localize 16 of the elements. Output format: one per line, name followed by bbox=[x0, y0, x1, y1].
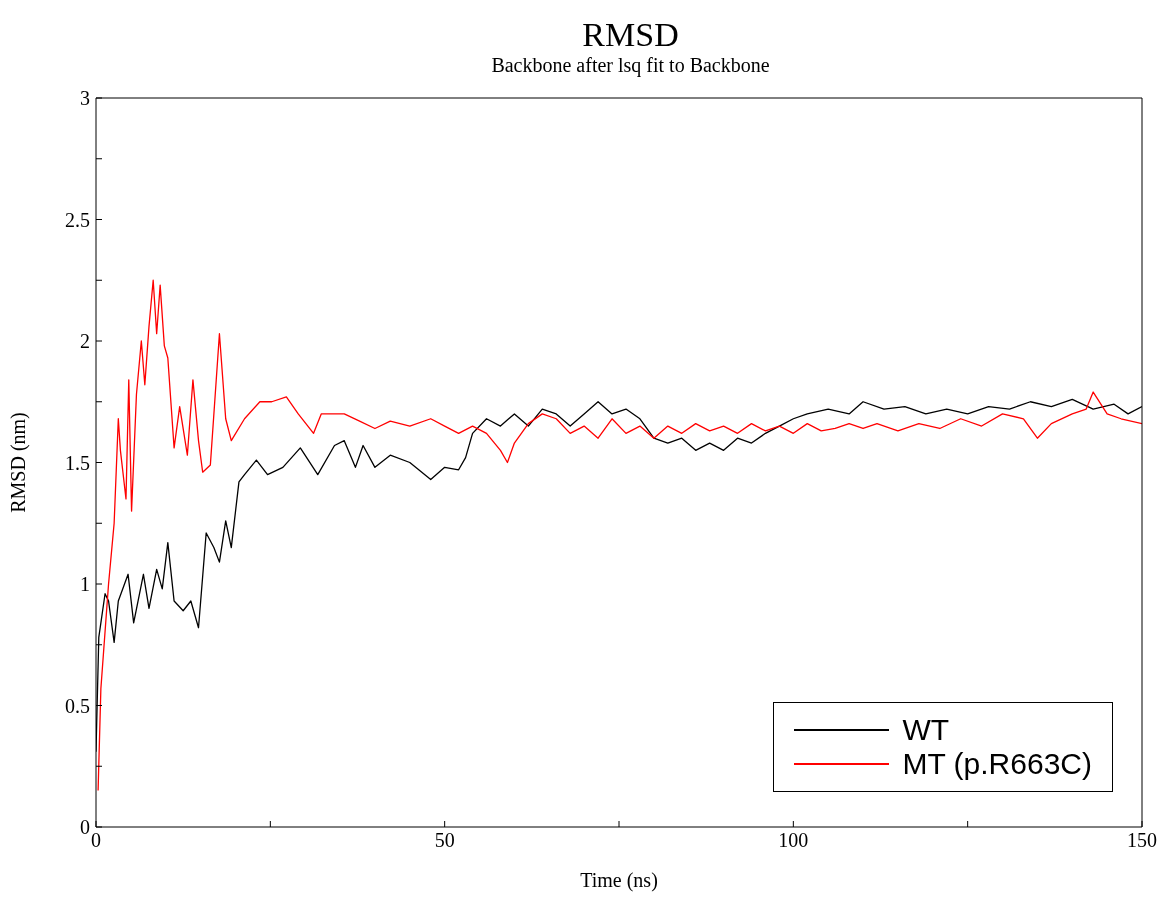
y-axis-title: RMSD (nm) bbox=[7, 412, 31, 513]
x-tick-label: 50 bbox=[434, 829, 455, 852]
chart-title: RMSD bbox=[581, 15, 680, 54]
y-tick-label: 2 bbox=[80, 330, 90, 353]
y-tick-label: 2.5 bbox=[65, 208, 90, 231]
legend-label: WT bbox=[902, 713, 950, 747]
y-tick-label: 0.5 bbox=[65, 694, 90, 717]
y-tick-label: 3 bbox=[80, 87, 90, 110]
x-axis-title: Time (ns) bbox=[580, 869, 658, 892]
x-tick-label: 150 bbox=[1127, 829, 1157, 852]
line-series bbox=[97, 279, 1142, 792]
y-tick-label: 1 bbox=[80, 573, 90, 596]
x-tick-label: 100 bbox=[778, 829, 809, 852]
y-tick-label: 1.5 bbox=[65, 451, 90, 474]
chart-subtitle: Backbone after lsq fit to Backbone bbox=[490, 54, 771, 77]
legend-label: MT (p.R663C) bbox=[902, 747, 1092, 781]
